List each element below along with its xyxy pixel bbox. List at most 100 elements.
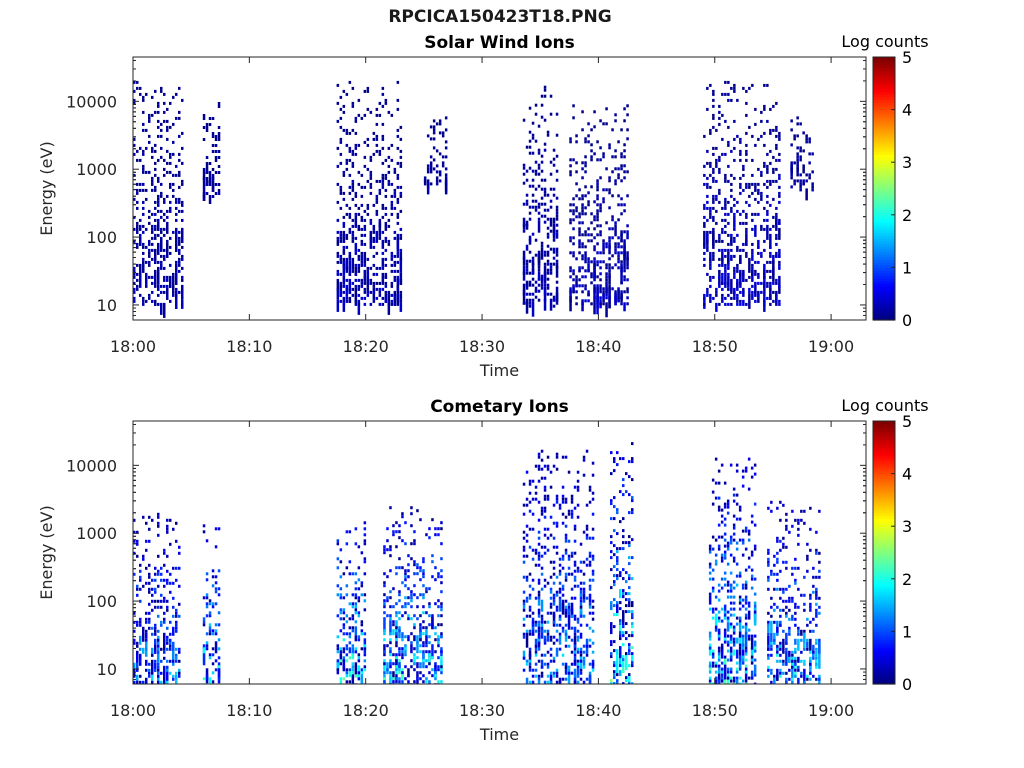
heatmap-cell — [437, 527, 440, 531]
heatmap-cell — [623, 203, 626, 207]
heatmap-cell — [747, 637, 751, 641]
heatmap-cell — [745, 113, 748, 117]
heatmap-cell — [717, 496, 721, 500]
heatmap-cell — [573, 563, 577, 567]
heatmap-cell — [148, 563, 151, 567]
heatmap-cell — [575, 215, 578, 219]
heatmap-cell — [711, 535, 715, 539]
heatmap-cell — [398, 530, 401, 534]
heatmap-cell — [584, 284, 587, 288]
heatmap-cell — [723, 664, 727, 680]
heatmap-cell — [738, 664, 742, 668]
heatmap-cell — [172, 182, 175, 186]
heatmap-cell — [570, 500, 574, 504]
heatmap-cell — [584, 275, 587, 279]
heatmap-cell — [345, 212, 349, 216]
heatmap-cell — [435, 122, 439, 126]
heatmap-cell — [617, 218, 620, 222]
heatmap-cell — [537, 265, 541, 269]
heatmap-cell — [440, 650, 443, 654]
heatmap-cell — [546, 581, 550, 585]
heatmap-cell — [744, 601, 748, 605]
heatmap-cell — [625, 655, 628, 671]
heatmap-cell — [569, 221, 572, 225]
heatmap-cell — [181, 278, 184, 282]
heatmap-cell — [720, 586, 724, 590]
heatmap-cell — [549, 587, 553, 591]
heatmap-cell — [815, 623, 818, 627]
heatmap-cell — [717, 547, 721, 551]
heatmap-cell — [791, 668, 794, 684]
heatmap-cell — [202, 183, 206, 186]
heatmap-cell — [623, 107, 626, 111]
heatmap-cell — [528, 668, 532, 672]
heatmap-cell — [782, 629, 785, 633]
heatmap-cell — [622, 658, 625, 662]
heatmap-cell — [163, 233, 166, 237]
heatmap-cell — [623, 230, 626, 234]
heatmap-cell — [721, 113, 724, 117]
heatmap-cell — [363, 560, 367, 564]
colorbar-segment — [873, 676, 895, 680]
heatmap-cell — [770, 653, 773, 657]
heatmap-cell — [579, 596, 583, 600]
heatmap-cell — [720, 607, 724, 611]
heatmap-cell — [172, 173, 175, 177]
colorbar-segment — [873, 262, 895, 266]
heatmap-cell — [809, 548, 812, 552]
heatmap-cell — [733, 146, 736, 150]
heatmap-cell — [175, 653, 178, 657]
heatmap-cell — [166, 671, 169, 685]
colorbar-segment — [873, 285, 895, 290]
heatmap-cell — [596, 299, 599, 315]
heatmap-cell — [623, 254, 626, 270]
heatmap-cell — [723, 553, 727, 557]
heatmap-cell — [709, 293, 712, 297]
heatmap-cell — [384, 188, 388, 192]
heatmap-cell — [166, 668, 169, 672]
heatmap-cell — [549, 611, 553, 615]
heatmap-cell — [582, 587, 586, 591]
heatmap-cell — [142, 95, 145, 99]
heatmap-cell — [139, 182, 142, 186]
heatmap-cell — [620, 269, 623, 285]
heatmap-cell — [537, 635, 541, 639]
heatmap-cell — [582, 590, 586, 594]
heatmap-cell — [573, 560, 577, 564]
heatmap-cell — [214, 602, 218, 606]
heatmap-cell — [610, 643, 613, 647]
heatmap-cell — [748, 275, 751, 279]
heatmap-cell — [363, 653, 367, 657]
colorbar-segment — [873, 154, 895, 158]
heatmap-cell — [398, 599, 401, 603]
heatmap-cell — [543, 509, 547, 513]
heatmap-cell — [419, 614, 422, 618]
heatmap-cell — [712, 116, 715, 120]
heatmap-cell — [715, 146, 718, 150]
heatmap-cell — [522, 229, 526, 233]
heatmap-cell — [522, 545, 526, 549]
heatmap-cell — [561, 494, 565, 498]
heatmap-cell — [438, 179, 442, 183]
heatmap-cell — [369, 182, 373, 186]
heatmap-cell — [160, 302, 163, 315]
heatmap-cell — [742, 167, 745, 171]
heatmap-cell — [157, 119, 160, 123]
heatmap-cell — [596, 209, 599, 213]
heatmap-cell — [208, 632, 212, 636]
heatmap-cell — [351, 185, 355, 189]
heatmap-cell — [522, 602, 526, 606]
heatmap-cell — [211, 632, 215, 636]
heatmap-cell — [208, 117, 212, 120]
heatmap-cell — [392, 605, 395, 609]
heatmap-cell — [217, 569, 221, 573]
heatmap-cell — [772, 215, 775, 219]
heatmap-cell — [440, 635, 443, 639]
heatmap-cell — [202, 138, 206, 141]
colorbar-segment — [873, 180, 895, 184]
heatmap-cell — [428, 602, 431, 606]
heatmap-cell — [584, 269, 587, 273]
heatmap-cell — [342, 104, 346, 108]
plot-frame — [132, 56, 867, 321]
heatmap-cell — [809, 527, 812, 531]
